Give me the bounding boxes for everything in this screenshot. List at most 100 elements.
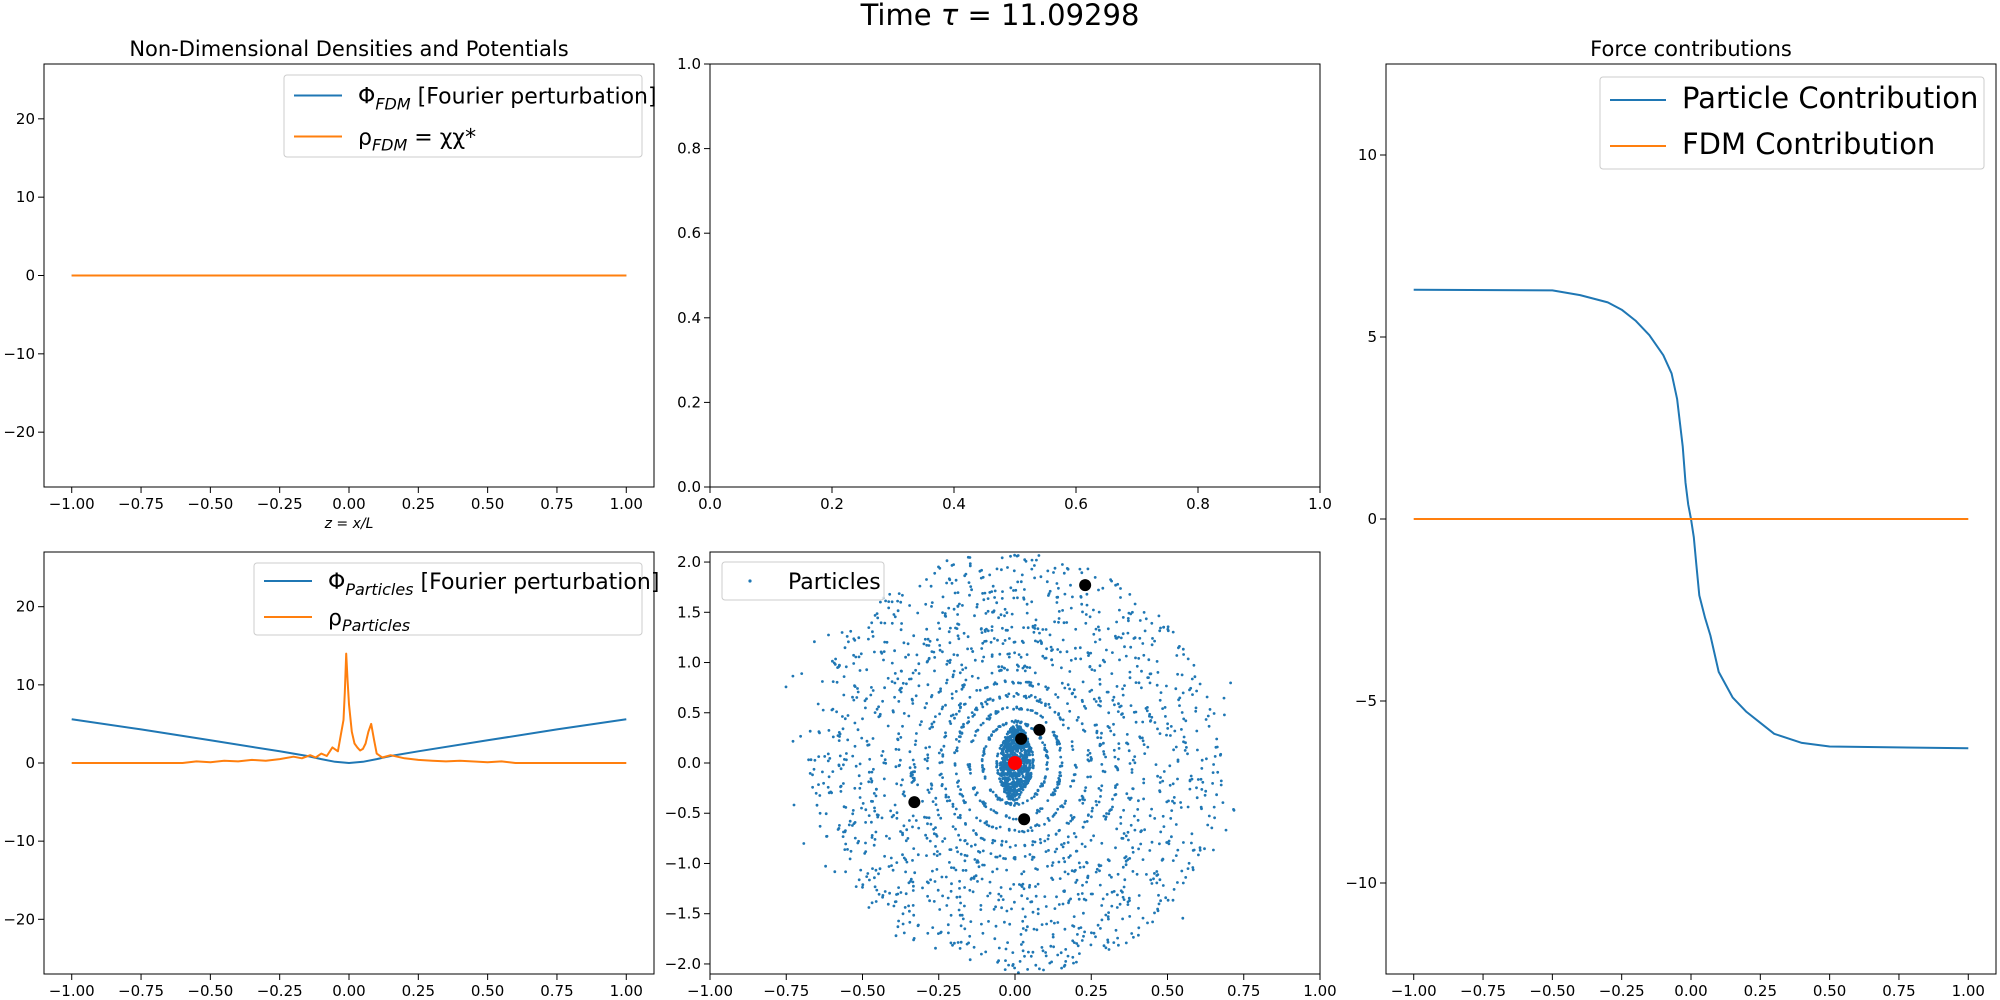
particle-point	[1033, 671, 1037, 675]
particle-point	[853, 786, 857, 790]
particle-point	[1012, 707, 1015, 711]
particle-point	[1081, 825, 1085, 829]
particle-point	[953, 591, 957, 595]
particle-point	[874, 787, 878, 791]
particle-point	[1159, 776, 1162, 779]
particle-point	[828, 757, 832, 760]
particle-point	[966, 647, 969, 651]
particle-point	[1150, 621, 1154, 625]
particle-point	[905, 682, 908, 686]
particle-point	[976, 880, 979, 883]
particle-point	[1191, 693, 1194, 696]
particle-point	[1100, 731, 1103, 735]
particle-point	[1066, 872, 1070, 876]
particle-point	[956, 591, 960, 594]
y-tick-label: 0.4	[677, 309, 701, 327]
particle-point	[1003, 767, 1007, 771]
particle-point	[1026, 708, 1029, 712]
particle-point	[1037, 682, 1040, 686]
particle-point	[1165, 733, 1168, 737]
particle-point	[1169, 734, 1172, 737]
particle-point	[1167, 839, 1171, 843]
particle-point	[1207, 724, 1211, 728]
particle-point	[1025, 602, 1029, 606]
particle-point	[1000, 839, 1004, 843]
particle-point	[1009, 788, 1013, 792]
particle-point	[941, 595, 945, 599]
particle-point	[1107, 812, 1111, 816]
particle-point	[1013, 745, 1017, 749]
particle-point	[877, 705, 880, 709]
particle-point	[987, 824, 991, 828]
particle-point	[1028, 762, 1032, 765]
particle-point	[1052, 571, 1055, 574]
particle-point	[1110, 672, 1114, 675]
particle-point	[945, 662, 949, 666]
particle-point	[1113, 755, 1117, 759]
particle-point	[1164, 896, 1168, 900]
particle-point	[1117, 702, 1120, 706]
particle-point	[1114, 846, 1117, 850]
particle-point	[1148, 714, 1151, 718]
particle-point	[1008, 816, 1011, 820]
particle-point	[877, 715, 881, 719]
particle-point	[963, 574, 967, 578]
particle-point	[982, 752, 986, 756]
legend: ΦFDM [Fourier perturbation]ρFDM = χχ*	[283, 74, 657, 158]
particle-point	[1005, 611, 1009, 615]
particle-point	[838, 664, 841, 668]
particle-point	[876, 616, 880, 620]
particle-point	[1004, 790, 1007, 794]
particle-point	[1062, 965, 1066, 968]
axes-phase-space: −1.00 −0.75 −0.50 −0.25 0.00 0.25 0.50 0.75 1.00…	[665, 551, 1337, 1000]
particle-point	[938, 773, 942, 777]
particle-point	[1038, 631, 1041, 635]
particle-point	[890, 621, 894, 625]
particle-point	[1104, 817, 1107, 821]
particle-point	[1123, 684, 1126, 687]
particle-point	[889, 809, 892, 813]
particle-point	[1182, 653, 1185, 656]
particle-point	[1162, 625, 1166, 629]
particle-point	[882, 777, 886, 781]
particle-point	[1122, 898, 1126, 901]
particle-point	[1012, 883, 1016, 886]
particle-point	[1027, 695, 1031, 699]
particle-point	[1029, 954, 1033, 958]
particle-point	[1064, 948, 1068, 951]
particle-point	[963, 853, 967, 857]
particle-point	[1039, 736, 1042, 740]
particle-point	[1099, 927, 1102, 930]
particle-point	[1158, 629, 1162, 633]
particle-point	[874, 830, 878, 834]
particle-point	[812, 767, 816, 771]
particle-point	[925, 816, 929, 819]
particle-point	[886, 676, 890, 680]
particle-point	[814, 791, 818, 795]
particle-point	[1004, 947, 1008, 951]
particle-point	[1039, 575, 1043, 579]
particle-point	[941, 894, 944, 898]
particle-point	[1075, 878, 1079, 882]
particle-point	[1016, 693, 1020, 696]
particle-point	[961, 869, 965, 872]
particle-point	[1069, 819, 1073, 823]
particle-point	[1111, 797, 1114, 801]
particle-point	[879, 621, 883, 625]
particle-point	[1070, 740, 1074, 743]
particle-point	[1047, 819, 1051, 822]
particle-point	[976, 728, 979, 732]
particle-point	[1156, 873, 1160, 876]
particle-point	[939, 816, 943, 820]
particle-point	[1006, 566, 1009, 569]
particle-point	[1001, 723, 1005, 726]
particle-point	[880, 816, 884, 820]
particle-point	[1194, 706, 1198, 710]
particle-point	[1022, 597, 1026, 601]
particle-point	[1118, 658, 1121, 662]
particle-point	[1007, 772, 1011, 776]
particle-point	[845, 752, 848, 755]
particle-point	[988, 573, 992, 577]
particle-point	[1086, 775, 1090, 779]
particle-point	[987, 717, 991, 721]
